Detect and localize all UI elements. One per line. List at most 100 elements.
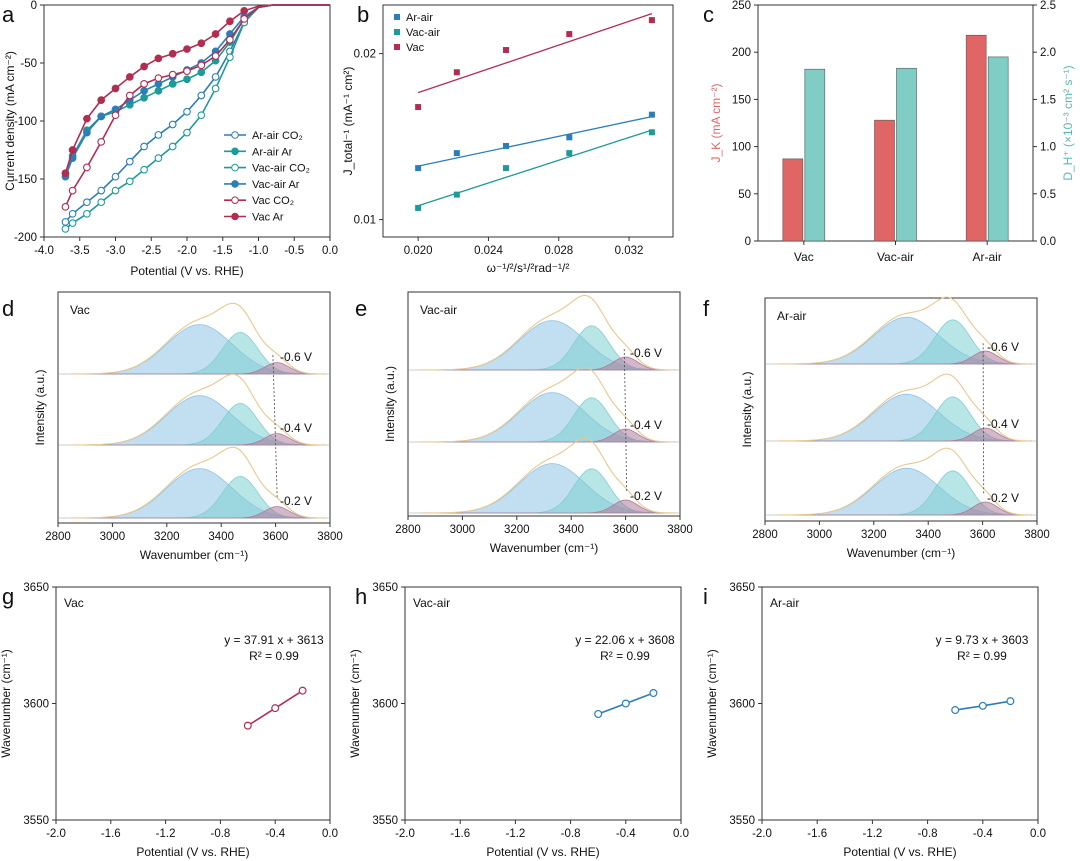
panel-g-point: [243, 721, 252, 730]
panel-label-i: i: [703, 584, 708, 609]
panel-a-point: [154, 54, 163, 63]
panel-a-ytick-label: -100: [14, 116, 37, 128]
panel-f-xlabel: Wavenumber (cm⁻¹): [847, 546, 956, 560]
panel-a-ytick-label: -50: [20, 58, 37, 70]
panel-label-c: c: [703, 2, 714, 27]
panel-d-xtick-label: 3400: [208, 531, 234, 543]
panel-b-point: [415, 204, 422, 211]
panel-a-xtick-label: -1.5: [213, 245, 233, 257]
panel-b-point: [415, 104, 422, 111]
panel-e-peak-3: [421, 356, 675, 371]
panel-a-xtick-label: -2.0: [177, 245, 197, 257]
panel-e-xtick-label: 3800: [667, 524, 693, 536]
panel-b-legend-marker: [394, 44, 400, 50]
panel-e-shift-guide: [623, 349, 628, 493]
panel-e-xtick-label: 2800: [395, 524, 421, 536]
panel-i-point: [978, 701, 987, 710]
panel-d-xtick-label: 3800: [317, 531, 343, 543]
panel-a-xtick-label: 0.0: [322, 245, 338, 257]
panel-b-point: [566, 134, 573, 141]
panel-a-ytick-label: -150: [14, 174, 37, 186]
panel-d-peak-3: [71, 506, 325, 519]
panel-f-xtick-label: 3800: [1024, 529, 1050, 541]
panel-a-xtick-label: -1.0: [249, 245, 269, 257]
panel-a-point: [83, 128, 91, 137]
panel-a-point: [183, 45, 191, 53]
panel-label-a: a: [2, 2, 15, 27]
panel-d-peak-3: [71, 433, 325, 446]
panel-f-envelope: [778, 373, 1032, 442]
panel-h-ytick-label: 3550: [372, 815, 398, 827]
panel-a-legend-marker: [231, 131, 239, 139]
panel-a-point: [211, 73, 220, 81]
panel-a-point: [97, 186, 106, 195]
panel-a-point: [97, 138, 106, 146]
panel-a-point: [140, 80, 148, 88]
panel-e-potential-label: -0.2 V: [630, 489, 662, 503]
panel-c-ylabel-left: J_K (mA cm⁻²): [709, 83, 723, 162]
panel-e-envelope: [421, 294, 675, 371]
panel-g-tag: Vac: [64, 596, 84, 610]
panel-i-ylabel: Wavenumber (cm⁻¹): [705, 649, 719, 758]
panel-f-peak-3: [778, 501, 1032, 516]
panel-a-legend-label: Vac Ar: [252, 212, 284, 224]
panel-a-point: [140, 165, 148, 174]
panel-e-peak-3: [421, 428, 675, 443]
panel-a-point: [168, 120, 177, 129]
panel-e-tag: Vac-air: [420, 303, 457, 317]
panel-b-ytick-label: 0.02: [354, 49, 376, 61]
panel-a-point: [168, 142, 177, 151]
panel-a-point: [183, 75, 191, 84]
panel-label-f: f: [703, 296, 710, 321]
panel-g-xtick-label: 0.0: [322, 828, 338, 840]
panel-f-envelope: [778, 447, 1032, 516]
panel-g-ytick-label: 3550: [23, 815, 49, 827]
panel-f-peak-3: [778, 350, 1032, 365]
panel-c-left-ytick-label: 0: [745, 236, 751, 248]
panel-d-xtick-label: 3200: [154, 531, 180, 543]
panel-i-xtick-label: -1.6: [807, 828, 827, 840]
panel-a-line-4: [64, 4, 330, 208]
panel-a-point: [61, 202, 70, 211]
panel-c-bar-jk: [874, 119, 895, 242]
panel-a-point: [125, 73, 134, 81]
panel-a-legend-label: Vac-air Ar: [252, 179, 300, 191]
panel-d-envelope: [71, 373, 325, 446]
panel-a-point: [168, 49, 177, 58]
panel-f-tag: Ar-air: [777, 309, 806, 323]
panel-d-ylabel: Intensity (a.u.): [33, 369, 47, 445]
panel-i-xtick-label: -1.2: [862, 828, 882, 840]
panel-a-xtick-label: -4.0: [34, 245, 54, 257]
panel-label-d: d: [2, 296, 14, 321]
panel-a-legend-label: Vac CO₂: [252, 195, 294, 207]
panel-a-point: [68, 219, 77, 227]
panel-a-point: [111, 186, 120, 195]
panel-c-left-ytick-label: 250: [732, 0, 751, 12]
panel-d-potential-label: -0.2 V: [280, 494, 312, 508]
panel-a-point: [197, 91, 206, 100]
panel-g-point: [298, 686, 307, 695]
panel-i-r2: R² = 0.99: [957, 649, 1007, 663]
panel-a-ytick-label: -200: [14, 232, 37, 244]
panel-i-ytick-label: 3650: [729, 582, 755, 594]
panel-c-right-ytick-label: 2.5: [1040, 0, 1056, 12]
panel-e-xtick-label: 3000: [450, 524, 476, 536]
panel-a-ylabel: Current density (mA cm⁻²): [3, 51, 17, 191]
panel-g-equation: y = 37.91 x + 3613: [224, 633, 324, 647]
panel-d-tag: Vac: [70, 303, 90, 317]
panel-a-point: [68, 209, 77, 218]
panel-d-shift-guide: [272, 355, 278, 499]
panel-b-xtick-label: 0.028: [544, 245, 573, 257]
panel-e-xtick-label: 3600: [613, 524, 639, 536]
panel-a-point: [61, 169, 70, 178]
panel-b-point: [566, 150, 573, 157]
panel-a-legend-label: Ar-air CO₂: [252, 130, 303, 142]
panel-c-right-ytick-label: 1.5: [1040, 94, 1056, 106]
panel-a-point: [154, 154, 163, 162]
panel-a-point: [61, 225, 70, 233]
panel-c-category-label: Ar-air: [972, 250, 1001, 264]
panel-b-point: [566, 31, 573, 38]
panel-b-point: [503, 142, 510, 149]
panel-e-envelope: [421, 437, 675, 514]
panel-a-point: [226, 35, 234, 44]
